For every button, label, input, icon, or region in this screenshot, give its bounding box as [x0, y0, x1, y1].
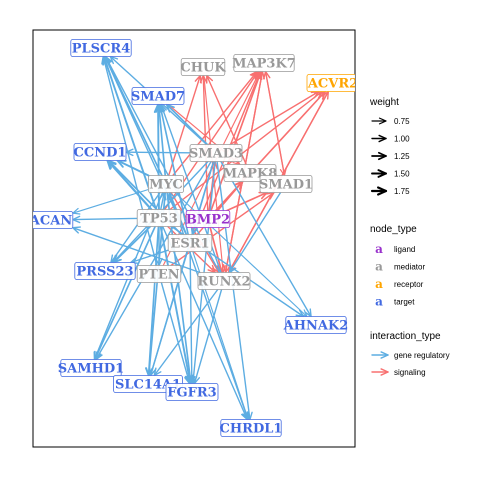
- legend-weight-title: weight: [369, 97, 399, 108]
- node-label: ACVR2: [307, 77, 358, 92]
- legend-interaction-key-1: [371, 368, 389, 376]
- node-myc: MYC: [147, 175, 184, 193]
- node-label: BMP2: [186, 213, 230, 228]
- legend-weight-label: 1.50: [394, 170, 410, 179]
- legend-interaction-type-title: interaction_type: [370, 331, 441, 342]
- node-box: [306, 74, 355, 92]
- node-prss23: PRSS23: [74, 262, 136, 280]
- node-label: PLSCR4: [72, 42, 131, 57]
- node-box: [220, 419, 282, 437]
- node-label: SLC14A1: [115, 378, 181, 393]
- legend-node-type-key: a: [375, 277, 383, 291]
- node-box: [259, 175, 313, 193]
- node-box: [285, 316, 347, 334]
- legend-weight-label: 1.00: [394, 135, 410, 144]
- node-box: [233, 54, 295, 72]
- node-esr1: ESR1: [167, 234, 213, 252]
- legend-node-type-key: a: [375, 295, 383, 309]
- node-acan: ACAN: [29, 211, 74, 229]
- node-box: [33, 211, 74, 229]
- node-smad7: SMAD7: [131, 87, 185, 105]
- legend-node-type-label: target: [394, 298, 415, 307]
- legend-node-type-label: receptor: [394, 280, 424, 289]
- node-box: [74, 262, 136, 280]
- node-box: [131, 87, 185, 105]
- legend-weight-label: 1.75: [394, 187, 410, 196]
- node-plscr4: PLSCR4: [70, 39, 132, 57]
- legend-interaction-key-0: [371, 351, 389, 359]
- node-label: ESR1: [170, 237, 209, 252]
- node-chrdl1: CHRDL1: [220, 419, 283, 437]
- node-samhd1: SAMHD1: [58, 359, 124, 377]
- node-label: RUNX2: [197, 275, 250, 290]
- node-smad3: SMAD3: [189, 144, 243, 162]
- legend-weight-key-4: [370, 186, 388, 196]
- legend-interaction-type-label: signaling: [394, 368, 426, 377]
- legend-weight-key-0: [371, 117, 387, 125]
- node-box: [189, 144, 243, 162]
- node-label: SMAD7: [131, 90, 185, 105]
- legend-node-type-title: node_type: [370, 224, 417, 235]
- legend-interaction-type-label: gene regulatory: [394, 351, 450, 360]
- legend-node-type-label: ligand: [394, 245, 415, 254]
- node-smad1: SMAD1: [259, 175, 313, 193]
- node-label: MYC: [149, 178, 183, 193]
- node-box: [147, 175, 184, 193]
- legend-weight-key-2: [371, 151, 387, 161]
- legend-weight-key-1: [371, 134, 387, 143]
- node-box: [60, 359, 122, 377]
- node-tp53: TP53: [136, 209, 182, 227]
- node-box: [136, 209, 182, 227]
- node-bmp2: BMP2: [185, 210, 231, 228]
- legend-node-type-key: a: [375, 242, 383, 256]
- node-pten: PTEN: [136, 265, 182, 283]
- node-box: [70, 39, 132, 57]
- node-label: MAP3K7: [232, 57, 296, 72]
- legend-weight-key-3: [371, 169, 387, 178]
- legend-node-type-label: mediator: [394, 263, 425, 272]
- legend-node-type-key: a: [375, 260, 383, 274]
- node-label: CHUK: [180, 61, 226, 76]
- legend-weight-label: 1.25: [394, 152, 410, 161]
- node-box: [180, 58, 226, 76]
- node-label: CCND1: [74, 146, 127, 161]
- node-label: ACAN: [29, 214, 73, 229]
- node-label: TP53: [140, 212, 178, 227]
- node-slc14a1: SLC14A1: [113, 375, 183, 393]
- node-box: [165, 383, 219, 401]
- node-label: AHNAK2: [283, 319, 349, 334]
- node-label: PRSS23: [76, 265, 133, 280]
- node-box: [136, 265, 182, 283]
- node-fgfr3: FGFR3: [165, 383, 219, 401]
- node-box: [167, 234, 213, 252]
- node-label: FGFR3: [167, 386, 216, 401]
- node-box: [73, 143, 127, 161]
- node-label: SMAD1: [259, 178, 313, 193]
- node-runx2: RUNX2: [197, 272, 251, 290]
- node-acvr2: ACVR2: [306, 74, 358, 92]
- legend-weight-label: 0.75: [394, 117, 410, 126]
- node-ahnak2: AHNAK2: [283, 316, 349, 334]
- node-label: PTEN: [138, 268, 179, 283]
- node-ccnd1: CCND1: [73, 143, 127, 161]
- node-label: SAMHD1: [58, 362, 124, 377]
- node-map3k7: MAP3K7: [232, 54, 296, 72]
- node-chuk: CHUK: [180, 58, 226, 76]
- node-label: SMAD3: [189, 147, 243, 162]
- node-box: [185, 210, 231, 228]
- node-box: [197, 272, 251, 290]
- legend-weight: weight 0.75 1.00 1.25 1.50 1.75: [369, 97, 410, 196]
- node-label: CHRDL1: [220, 422, 283, 437]
